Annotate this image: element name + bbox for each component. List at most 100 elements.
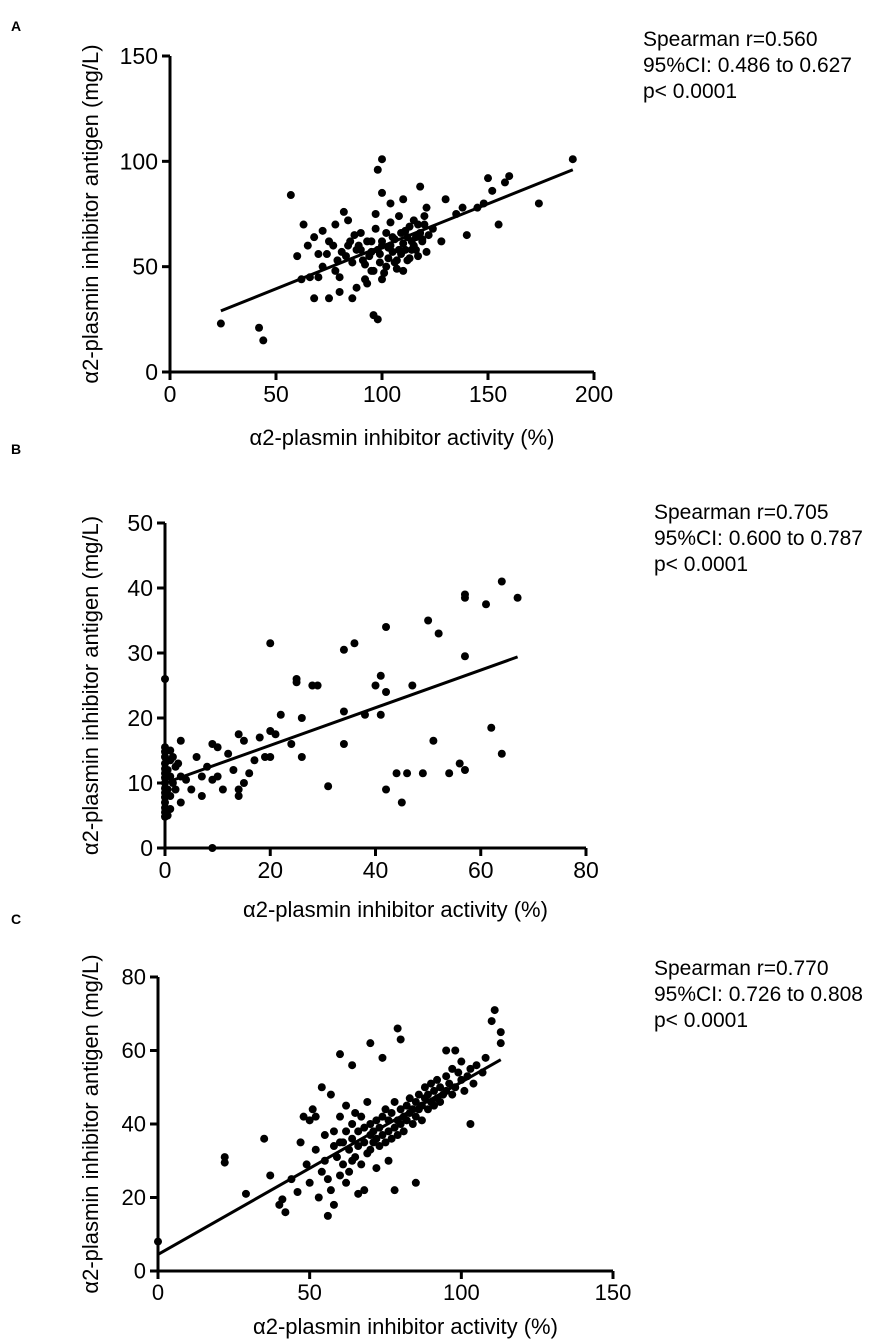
data-point-c [411,1112,420,1121]
y-tick-label-c: 20 [122,1185,146,1210]
data-point-c [399,1127,408,1136]
data-point-c [326,1186,335,1195]
y-tick-label-b: 0 [140,835,153,861]
data-point-a [352,283,361,292]
data-point-c [278,1195,287,1204]
data-point-c [466,1120,475,1128]
x-tick-label-c: 100 [443,1280,480,1305]
data-point-c [348,1134,357,1143]
x-axis-label-a: α2-plasmin inhibitor activity (%) [250,425,555,450]
data-point-a [405,254,414,263]
data-point-a [484,174,492,183]
data-point-c [451,1046,460,1055]
data-point-a [414,252,423,261]
data-point-b [166,792,175,800]
data-point-b [271,730,280,739]
data-point-b [234,730,243,739]
data-point-a [367,266,376,275]
data-point-a [422,247,431,256]
data-point-b [339,645,348,654]
data-point-c [490,1006,499,1015]
data-point-c [396,1105,405,1114]
data-point-b [166,772,175,781]
data-point-b [460,766,469,774]
data-point-c [220,1158,229,1167]
x-tick-label-b: 40 [363,857,389,883]
data-point-c [342,1127,351,1136]
y-tick-label-b: 20 [127,705,153,731]
data-point-b [287,740,296,748]
data-point-a [371,210,380,218]
data-point-b [408,681,417,690]
data-point-a [414,220,423,229]
data-point-a [318,226,327,235]
data-point-b [460,593,469,602]
data-point-c [472,1061,481,1070]
data-point-c [411,1097,420,1106]
data-point-c [384,1127,393,1136]
data-point-a [494,220,503,229]
data-point-b [455,759,464,768]
data-point-c [326,1090,335,1099]
data-point-b [418,769,427,778]
data-point-c [372,1116,381,1125]
data-point-b [197,772,206,781]
data-point-b [174,759,183,768]
y-tick-label-b: 10 [127,770,153,796]
data-point-b [166,746,175,755]
data-point-a [378,188,386,197]
y-tick-label-b: 30 [127,640,153,666]
data-point-c [329,1127,338,1136]
data-point-b [213,772,222,781]
stats-ci-b: 95%CI: 0.600 to 0.787 [654,527,863,550]
data-point-a [397,228,406,237]
stats-ci-a: 95%CI: 0.486 to 0.627 [643,54,852,77]
data-point-b [376,671,385,680]
data-point-b [276,710,285,719]
data-point-b [497,749,506,758]
x-tick-label-c: 0 [152,1280,164,1305]
data-point-c [460,1086,469,1095]
data-point-c [357,1112,366,1121]
data-point-a [337,247,346,256]
data-point-c [339,1160,348,1169]
data-point-a [331,220,340,229]
panel-letter-a: A [11,18,22,34]
data-point-a [363,279,372,288]
y-tick-label-b: 40 [127,575,153,601]
data-point-a [500,178,509,187]
stats-block-b: Spearman r=0.705 95%CI: 0.600 to 0.787 p… [654,500,863,578]
data-point-b [424,616,433,625]
data-point-c [411,1178,420,1187]
data-point-b [229,766,238,774]
data-point-c [348,1120,357,1128]
data-point-a [293,252,302,261]
data-point-a [314,250,323,259]
data-point-a [422,203,431,212]
data-point-a [335,273,344,282]
data-point-c [442,1046,451,1055]
y-tick-label-c: 80 [122,965,146,990]
data-point-a [356,228,365,237]
data-point-c [363,1097,372,1106]
data-point-c [466,1064,475,1073]
y-tick-label-c: 40 [122,1112,146,1137]
data-point-a [371,224,380,233]
data-point-a [534,199,543,208]
stats-p-b: p< 0.0001 [654,553,749,576]
data-point-b [382,785,391,794]
data-point-a [458,203,467,212]
y-axis-label-b: α2-plasmin inhibitor antigen (mg/L) [78,516,103,855]
data-point-a [363,237,372,246]
data-point-a [369,311,378,320]
data-point-b [487,723,496,732]
data-point-c [299,1112,308,1121]
data-point-c [378,1112,387,1121]
data-point-c [405,1094,414,1103]
data-point-a [339,207,348,216]
x-tick-label-b: 20 [257,857,283,883]
data-point-c [345,1167,354,1176]
data-point-c [336,1112,344,1121]
stats-block-a: Spearman r=0.560 95%CI: 0.486 to 0.627 p… [643,27,852,105]
